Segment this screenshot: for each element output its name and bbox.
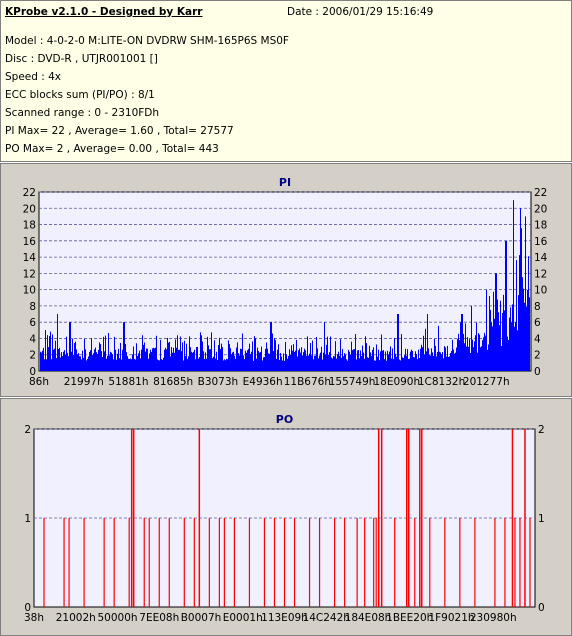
po-xtick: 184E08h bbox=[345, 612, 392, 624]
pi-title: PI bbox=[279, 176, 291, 189]
pi-ytick-right: 4 bbox=[534, 333, 541, 345]
pi-ytick-right: 2 bbox=[534, 350, 541, 362]
pi-ytick-right: 16 bbox=[534, 236, 548, 248]
po-chart-panel: 0 0 1 1 2 2 PO 38h 21002h 50000h 7EE08h B0007h E0001… bbox=[0, 398, 572, 636]
pi-ytick-right: 12 bbox=[534, 268, 547, 280]
po-ytick-right: 1 bbox=[538, 513, 545, 525]
pi-ytick-right: 18 bbox=[534, 220, 547, 232]
pi-ytick-right: 22 bbox=[534, 187, 547, 199]
po-ytick-right: 2 bbox=[538, 424, 545, 436]
pi-xtick: 51881h bbox=[108, 376, 148, 388]
pi-ytick-left: 10 bbox=[23, 285, 36, 297]
po-xtick: 14C242h bbox=[303, 612, 350, 624]
pi-ytick-left: 6 bbox=[29, 317, 36, 329]
po-ytick-left: 0 bbox=[24, 602, 31, 614]
pi-ytick-right: 0 bbox=[534, 366, 541, 378]
pi-ytick-left: 8 bbox=[29, 301, 36, 313]
pi-ytick-left: 4 bbox=[29, 333, 36, 345]
pi-ytick-left: 16 bbox=[23, 236, 37, 248]
pi-ytick-right: 20 bbox=[534, 203, 547, 215]
pi-ytick-left: 0 bbox=[29, 366, 36, 378]
pi-chart-panel: 0 0 2 2 4 4 6 6 8 8 10 10 12 12 14 14 16 16 18 18 20 20 22 22 PI… bbox=[0, 163, 572, 397]
po-xtick: 7EE08h bbox=[139, 612, 179, 624]
scan-date: Date : 2006/01/29 15:16:49 bbox=[287, 6, 434, 18]
po-xtick: 230980h bbox=[470, 612, 517, 624]
pi-xtick: B3073h bbox=[198, 376, 239, 388]
pi-ytick-right: 6 bbox=[534, 317, 541, 329]
po-ytick-left: 2 bbox=[24, 424, 31, 436]
model-line: Model : 4-0-2-0 M:LITE-ON DVDRW SHM-165P… bbox=[5, 35, 289, 47]
ecc-line: ECC blocks sum (PI/PO) : 8/1 bbox=[5, 89, 155, 101]
disc-line: Disc : DVD-R , UTJR001001 [] bbox=[5, 53, 158, 65]
pi-xtick: 21997h bbox=[64, 376, 104, 388]
pi-xtick: 155749h bbox=[329, 376, 376, 388]
pi-ytick-left: 22 bbox=[23, 187, 36, 199]
pi-stats-line: PI Max= 22 , Average= 1.60 , Total= 2757… bbox=[5, 125, 234, 137]
pi-ytick-right: 14 bbox=[534, 252, 548, 264]
app-title: KProbe v2.1.0 - Designed by Karr bbox=[5, 6, 203, 18]
pi-plot-area bbox=[38, 191, 532, 372]
pi-xtick: 1C8132h bbox=[418, 376, 465, 388]
po-xtick: E0001h bbox=[223, 612, 263, 624]
pi-xtick: 18E090h bbox=[373, 376, 420, 388]
po-xtick: 1BEE20h bbox=[386, 612, 433, 624]
pi-xtick: 86h bbox=[29, 376, 49, 388]
pi-xtick: E4936h bbox=[243, 376, 283, 388]
pi-ytick-right: 10 bbox=[534, 285, 547, 297]
pi-xtick: 201277h bbox=[463, 376, 510, 388]
po-chart: 0 0 1 1 2 2 PO 38h 21002h 50000h 7EE08h B0007h E0001… bbox=[24, 413, 545, 624]
po-stats-line: PO Max= 2 , Average= 0.00 , Total= 443 bbox=[5, 143, 219, 155]
pi-ytick-left: 2 bbox=[29, 350, 36, 362]
po-title: PO bbox=[276, 413, 293, 426]
pi-ytick-left: 18 bbox=[23, 220, 36, 232]
po-xtick: 113E09h bbox=[261, 612, 308, 624]
pi-xtick: 11B676h bbox=[284, 376, 331, 388]
pi-ytick-right: 8 bbox=[534, 301, 541, 313]
po-ytick-left: 1 bbox=[24, 513, 31, 525]
scanned-range-line: Scanned range : 0 - 2310FDh bbox=[5, 107, 160, 119]
po-xtick: 38h bbox=[24, 612, 44, 624]
po-xtick: B0007h bbox=[181, 612, 222, 624]
pi-ytick-left: 20 bbox=[23, 203, 36, 215]
po-ytick-right: 0 bbox=[538, 602, 545, 614]
info-panel: KProbe v2.1.0 - Designed by Karr Date : … bbox=[0, 0, 572, 162]
speed-line: Speed : 4x bbox=[5, 71, 62, 83]
po-xtick: 21002h bbox=[56, 612, 96, 624]
pi-ytick-left: 14 bbox=[23, 252, 37, 264]
pi-ytick-left: 12 bbox=[23, 268, 36, 280]
po-xtick: 1F9021h bbox=[428, 612, 474, 624]
pi-xtick: 81685h bbox=[153, 376, 193, 388]
po-xtick: 50000h bbox=[97, 612, 137, 624]
